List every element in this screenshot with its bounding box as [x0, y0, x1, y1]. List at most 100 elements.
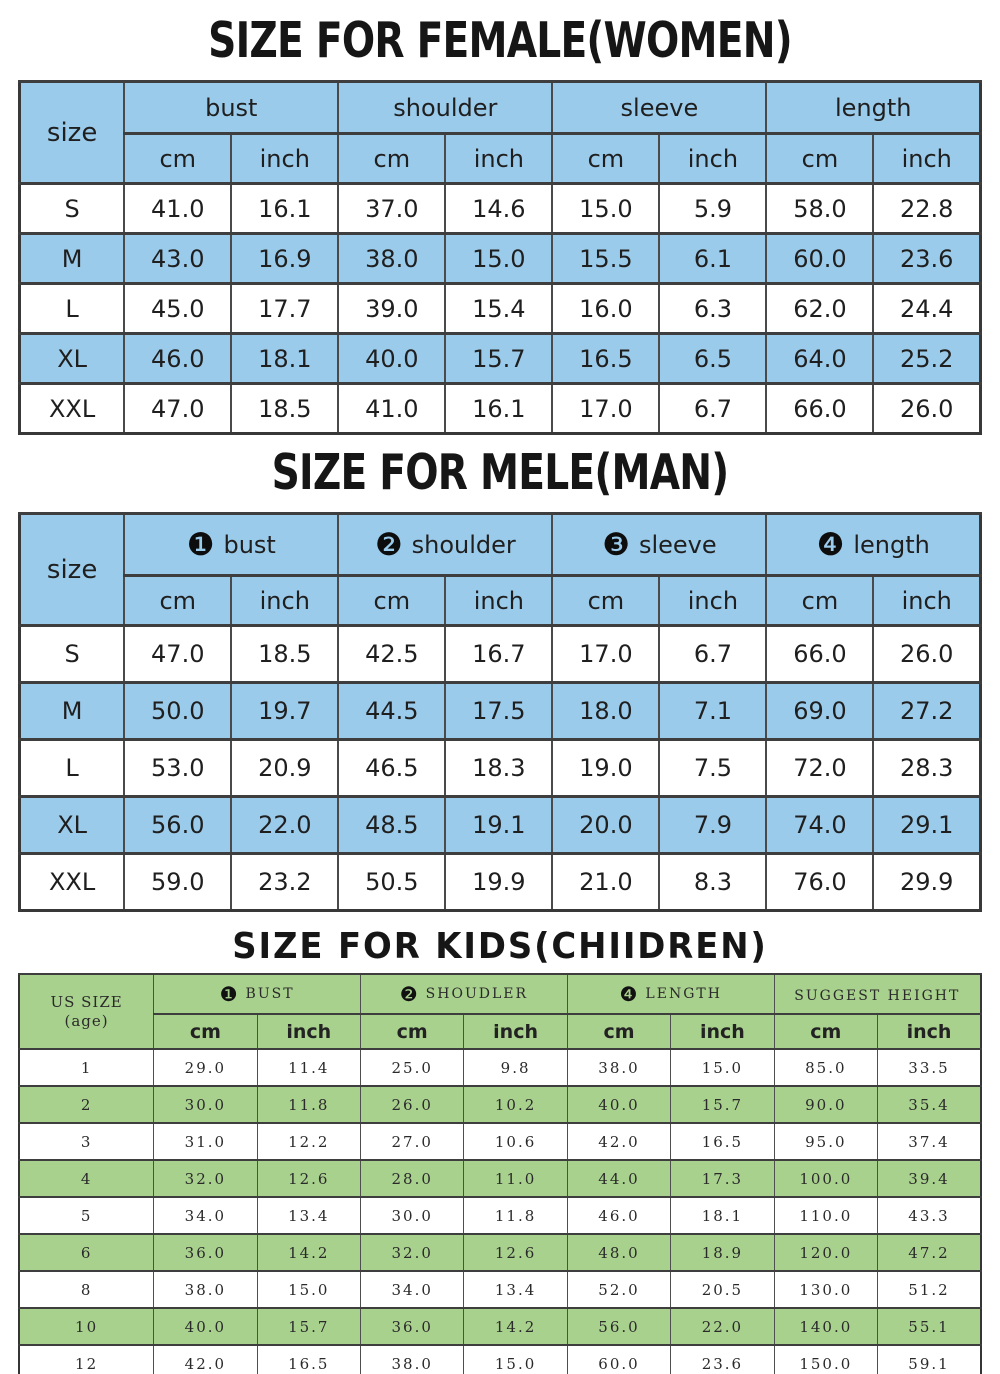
size-row-label: 4: [18, 1159, 154, 1197]
size-table-row: 12 42.0 16.5 38.0 15.0 60.0 23.6 150.0 59.1: [18, 1344, 981, 1374]
unit-header: inch: [444, 574, 553, 626]
size-table-row: XXL 59.0 23.2 50.5 19.9 21.0 8.3 76.0 29.9: [18, 852, 981, 911]
measurement-cell: 12.6: [463, 1233, 568, 1271]
corner-label: size: [46, 554, 98, 585]
measurement-cell: 6.7: [658, 624, 767, 683]
group-label: LENGTH: [645, 986, 722, 1002]
measurement-cell: 110.0: [773, 1196, 878, 1234]
unit-header: inch: [256, 1013, 361, 1049]
measurement-cell: 47.0: [123, 382, 232, 434]
size-table-row: L 53.0 20.9 46.5 18.3 19.0 7.5 72.0 28.3: [18, 738, 981, 797]
measurement-cell: 6.3: [658, 282, 767, 334]
unit-header: inch: [872, 574, 981, 626]
measure-group-header: bust: [123, 80, 339, 134]
measurement-cell: 38.0: [566, 1048, 671, 1086]
unit-header: inch: [877, 1013, 981, 1049]
measurement-cell: 9.8: [463, 1048, 568, 1086]
measurement-cell: 27.2: [872, 681, 981, 740]
measurement-cell: 18.0: [551, 681, 660, 740]
measurement-cell: 40.0: [337, 332, 446, 384]
measurement-cell: 28.0: [359, 1159, 464, 1197]
measurement-cell: 12.6: [256, 1159, 361, 1197]
number-badge-icon: ❷: [374, 526, 403, 563]
measure-group-header: ❶ BUST: [153, 973, 361, 1014]
size-row-label: 3: [18, 1122, 154, 1160]
measurement-cell: 39.0: [337, 282, 446, 334]
measurement-cell: 10.6: [463, 1122, 568, 1160]
men-size-table: size ❶ bust ❷ shoulder ❸ sleeve ❹ length cm inch cm…: [18, 512, 982, 912]
size-table-row: 10 40.0 15.7 36.0 14.2 56.0 22.0 140.0 55.1: [18, 1307, 981, 1345]
measurement-cell: 56.0: [566, 1307, 671, 1345]
unit-header: cm: [337, 574, 446, 626]
measurement-cell: 36.0: [153, 1233, 258, 1271]
measurement-cell: 40.0: [153, 1307, 258, 1345]
measurement-cell: 16.5: [551, 332, 660, 384]
unit-header: cm: [153, 1013, 258, 1049]
measurement-cell: 90.0: [773, 1085, 878, 1123]
measurement-cell: 11.0: [463, 1159, 568, 1197]
number-badge-icon: ❶: [186, 526, 215, 563]
group-label: shoulder: [393, 93, 498, 122]
measurement-cell: 38.0: [153, 1270, 258, 1308]
measurement-cell: 55.1: [877, 1307, 981, 1345]
measurement-cell: 43.0: [123, 232, 232, 284]
measurement-cell: 19.1: [444, 795, 553, 854]
measure-group-header: sleeve: [551, 80, 767, 134]
measurement-cell: 47.0: [123, 624, 232, 683]
measure-group-header: ❶ bust: [123, 512, 339, 576]
unit-header: inch: [658, 132, 767, 184]
measurement-cell: 150.0: [773, 1344, 878, 1374]
measurement-cell: 15.0: [444, 232, 553, 284]
measurement-cell: 14.2: [256, 1233, 361, 1271]
unit-header: cm: [765, 132, 874, 184]
measurement-cell: 6.5: [658, 332, 767, 384]
measurement-cell: 22.8: [872, 182, 981, 234]
women-size-table: size bust shoulder sleeve length cm inch cm inch…: [18, 80, 982, 435]
measurement-cell: 24.4: [872, 282, 981, 334]
measurement-cell: 59.0: [123, 852, 232, 911]
measure-group-header: SUGGEST HEIGHT: [773, 973, 981, 1014]
kids-size-title: SIZE FOR KIDS(CHIIDREN): [232, 926, 768, 967]
measurement-cell: 25.0: [359, 1048, 464, 1086]
header-group-row: US SIZE (age) ❶ BUST ❷ SHOUDLER ❹ LENGTH SUGGEST…: [18, 973, 981, 1049]
size-table-row: S 41.0 16.1 37.0 14.6 15.0 5.9 58.0 22.8: [18, 182, 981, 234]
measurement-cell: 26.0: [872, 382, 981, 434]
measurement-cell: 7.5: [658, 738, 767, 797]
measurement-cell: 27.0: [359, 1122, 464, 1160]
measure-group-header: ❹ length: [765, 512, 981, 576]
size-row-label: 6: [18, 1233, 154, 1271]
measurement-cell: 7.9: [658, 795, 767, 854]
measurement-cell: 12.2: [256, 1122, 361, 1160]
measurement-cell: 15.7: [444, 332, 553, 384]
unit-header: inch: [463, 1013, 568, 1049]
size-table-row: XL 46.0 18.1 40.0 15.7 16.5 6.5 64.0 25.2: [18, 332, 981, 384]
group-label: shoulder: [411, 530, 516, 559]
unit-header: cm: [765, 574, 874, 626]
measurement-cell: 6.1: [658, 232, 767, 284]
section-men-sizes: SIZE FOR MELE(MAN) size ❶ bust ❷ shoulder ❸ sl…: [18, 444, 982, 912]
size-corner-header: US SIZE (age): [18, 973, 154, 1049]
measurement-cell: 30.0: [359, 1196, 464, 1234]
size-corner-header: size: [18, 80, 125, 184]
header-units-row: cm inch cm inch cm inch cm inch: [20, 574, 981, 626]
measurement-cell: 22.0: [670, 1307, 775, 1345]
size-row-label: 8: [18, 1270, 154, 1308]
measurement-cell: 18.5: [230, 382, 339, 434]
size-row-label: XXL: [18, 382, 125, 434]
measurement-cell: 20.5: [670, 1270, 775, 1308]
measurement-cell: 23.6: [670, 1344, 775, 1374]
measurement-cell: 100.0: [773, 1159, 878, 1197]
group-label: length: [853, 530, 930, 559]
measurement-cell: 18.9: [670, 1233, 775, 1271]
measurement-cell: 66.0: [765, 624, 874, 683]
measurement-cell: 16.9: [230, 232, 339, 284]
size-row-label: L: [18, 282, 125, 334]
number-badge-icon: ❷: [399, 982, 418, 1006]
measurement-cell: 59.1: [877, 1344, 981, 1374]
unit-header: cm: [359, 1013, 464, 1049]
measurement-cell: 46.0: [123, 332, 232, 384]
measurement-cell: 53.0: [123, 738, 232, 797]
measurement-cell: 16.1: [444, 382, 553, 434]
measurement-cell: 15.0: [256, 1270, 361, 1308]
measurement-cell: 37.4: [877, 1122, 981, 1160]
